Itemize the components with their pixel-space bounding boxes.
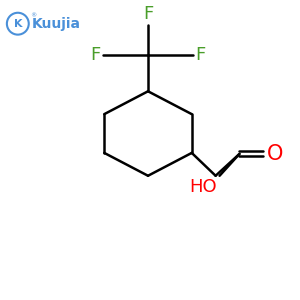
Text: Kuujia: Kuujia — [32, 17, 81, 31]
Text: ®: ® — [30, 14, 36, 19]
Text: O: O — [267, 144, 284, 164]
Text: K: K — [14, 19, 22, 29]
Text: F: F — [143, 5, 153, 23]
Text: F: F — [196, 46, 206, 64]
Text: HO: HO — [189, 178, 217, 196]
Text: F: F — [90, 46, 100, 64]
